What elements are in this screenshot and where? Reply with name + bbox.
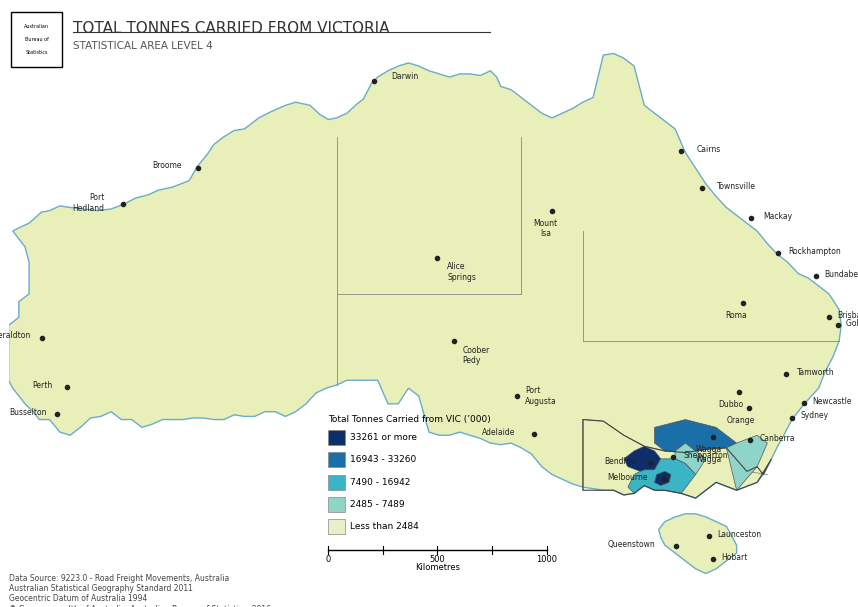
Polygon shape <box>655 419 737 453</box>
Text: Newcastle: Newcastle <box>812 396 852 405</box>
Polygon shape <box>659 514 737 574</box>
Text: Wagga
Wagga: Wagga Wagga <box>696 445 722 464</box>
Text: Canberra: Canberra <box>760 433 795 443</box>
Text: Perth: Perth <box>33 381 53 390</box>
FancyBboxPatch shape <box>328 475 345 490</box>
Polygon shape <box>675 443 706 475</box>
Text: 7490 - 16942: 7490 - 16942 <box>350 478 410 487</box>
FancyBboxPatch shape <box>328 452 345 467</box>
Text: Brisbane: Brisbane <box>837 311 858 320</box>
Polygon shape <box>655 472 671 486</box>
Text: Melbourne: Melbourne <box>607 473 648 483</box>
Polygon shape <box>727 435 767 490</box>
Text: Port
Hedland: Port Hedland <box>72 193 105 212</box>
Text: Geraldton: Geraldton <box>0 331 32 341</box>
FancyBboxPatch shape <box>328 430 345 445</box>
Text: Kilometres: Kilometres <box>415 563 460 572</box>
Text: Australian: Australian <box>24 24 49 29</box>
Text: Adelaide: Adelaide <box>481 428 515 437</box>
Text: Darwin: Darwin <box>391 72 418 81</box>
Text: STATISTICAL AREA LEVEL 4: STATISTICAL AREA LEVEL 4 <box>73 41 213 50</box>
Text: Busselton: Busselton <box>9 408 46 417</box>
Text: Mackay: Mackay <box>763 212 792 220</box>
FancyBboxPatch shape <box>328 520 345 534</box>
Text: Statistics: Statistics <box>25 50 48 55</box>
Text: Cairns: Cairns <box>697 145 722 154</box>
Text: Townsville: Townsville <box>716 182 756 191</box>
Text: 16943 - 33260: 16943 - 33260 <box>350 455 416 464</box>
FancyBboxPatch shape <box>328 497 345 512</box>
Text: Broome: Broome <box>152 161 181 171</box>
Text: Bureau of: Bureau of <box>25 37 48 42</box>
Text: Less than 2484: Less than 2484 <box>350 523 419 532</box>
Text: Shepparton: Shepparton <box>683 451 728 460</box>
Text: Orange: Orange <box>727 416 755 425</box>
Text: Sydney: Sydney <box>801 412 829 421</box>
Text: 1000: 1000 <box>536 555 557 564</box>
Text: Launceston: Launceston <box>717 530 761 539</box>
Text: Data Source: 9223.0 - Road Freight Movements, Australia
Australian Statistical G: Data Source: 9223.0 - Road Freight Movem… <box>9 574 270 607</box>
Text: Port
Augusta: Port Augusta <box>525 386 557 405</box>
Text: Bundaberg: Bundaberg <box>824 270 858 279</box>
Text: Coober
Pedy: Coober Pedy <box>462 346 489 365</box>
Text: Dubbo: Dubbo <box>718 400 743 409</box>
Text: Mount
Isa: Mount Isa <box>534 219 558 239</box>
Text: Alice
Springs: Alice Springs <box>447 262 476 282</box>
Text: Roma: Roma <box>726 311 747 320</box>
Text: Bendigo: Bendigo <box>605 457 636 466</box>
Polygon shape <box>624 446 661 472</box>
Text: 33261 or more: 33261 or more <box>350 433 417 442</box>
Text: Hobart: Hobart <box>721 553 747 562</box>
Polygon shape <box>628 459 696 493</box>
Text: 2485 - 7489: 2485 - 7489 <box>350 500 405 509</box>
Text: Tamworth: Tamworth <box>797 368 834 377</box>
Polygon shape <box>9 53 841 498</box>
Text: Total Tonnes Carried from VIC (’000): Total Tonnes Carried from VIC (’000) <box>328 415 491 424</box>
Text: Queenstown: Queenstown <box>607 540 656 549</box>
Text: 0: 0 <box>325 555 330 564</box>
Text: Gold Coast: Gold Coast <box>846 319 858 328</box>
Text: TOTAL TONNES CARRIED FROM VICTORIA: TOTAL TONNES CARRIED FROM VICTORIA <box>73 21 390 36</box>
Text: 500: 500 <box>430 555 445 564</box>
Text: Rockhampton: Rockhampton <box>789 246 841 256</box>
